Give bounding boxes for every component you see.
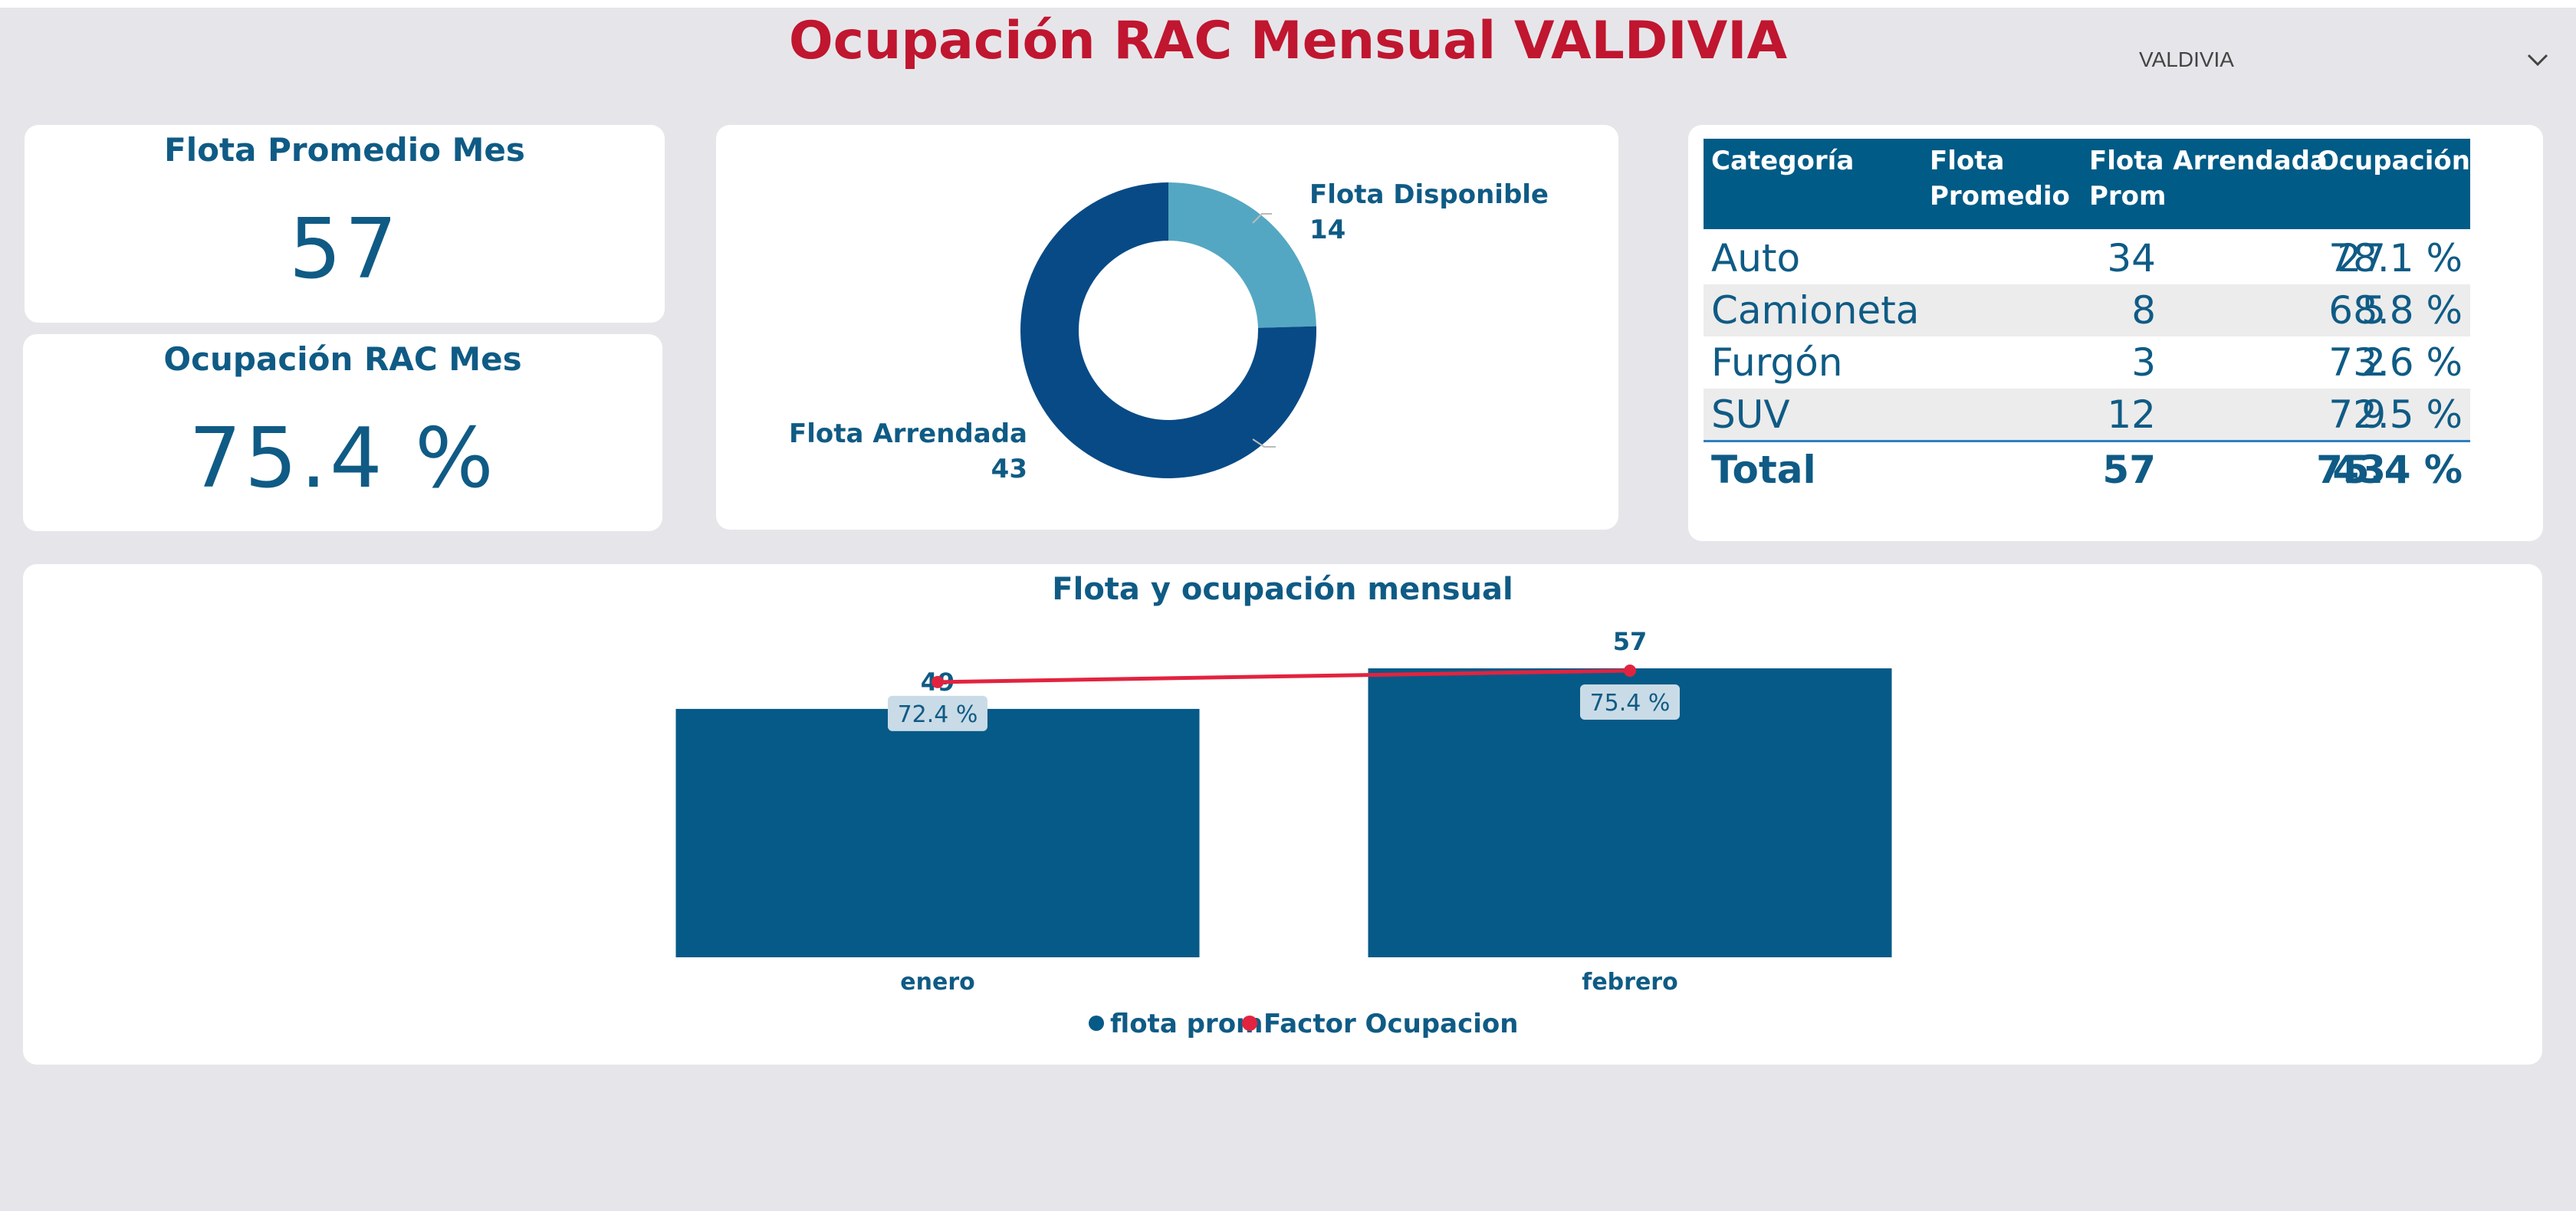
table-row: Camioneta 8 5 68.8 %: [1704, 284, 2470, 336]
cell-categoria: Auto: [1711, 236, 1801, 281]
donut-label-arrendada-name: Flota Arrendada: [789, 418, 1027, 449]
cell-categoria: SUV: [1711, 392, 1790, 437]
donut-chart: Flota Disponible 14 Flota Arrendada 43: [789, 179, 1549, 484]
slicer-selected-value: VALDIVIA: [2139, 48, 2234, 71]
total-categoria: Total: [1711, 448, 1816, 492]
cell-arrendada: 27: [2337, 236, 2386, 281]
leader-line-disponible: [1252, 213, 1272, 224]
donut-card: Flota Disponible 14 Flota Arrendada 43: [716, 125, 1618, 530]
leader-line-arrendada: [1252, 438, 1276, 448]
table-row: Furgón 3 2 73.6 %: [1704, 336, 2470, 389]
cell-arrendada: 5: [2361, 288, 2386, 333]
kpi-title: Ocupación RAC Mes: [163, 340, 522, 378]
cell-ocupacion: 68.8 %: [2328, 288, 2463, 333]
bar-enero[interactable]: [675, 708, 1200, 957]
kpi-card-ocupacion: Ocupación RAC Mes 75.4 %: [23, 334, 662, 531]
total-ocupacion: 75.4 %: [2316, 448, 2463, 492]
total-flota: 57: [2102, 448, 2156, 492]
header-arrendada-line1: Flota Arrendada: [2089, 146, 2328, 176]
cell-flota: 8: [2131, 288, 2156, 333]
cell-arrendada: 2: [2361, 340, 2386, 385]
legend-item-factor-ocupacion[interactable]: Factor Ocupacion: [1242, 1009, 1518, 1039]
kpi-title: Flota Promedio Mes: [164, 131, 525, 169]
cell-arrendada: 9: [2361, 392, 2386, 437]
cell-categoria: Furgón: [1711, 340, 1843, 385]
legend-item-flota-prom[interactable]: flota prom: [1089, 1009, 1263, 1039]
combo-chart: 49enero57febrero72.4 %75.4 %: [675, 627, 1892, 996]
cell-flota: 12: [2107, 392, 2156, 437]
legend-label-factor-ocupacion: Factor Ocupacion: [1263, 1009, 1519, 1039]
legend-dot-factor-ocupacion: [1242, 1016, 1257, 1031]
legend-dot-flota-prom: [1089, 1016, 1104, 1031]
cell-flota: 34: [2107, 236, 2156, 281]
x-tick-label: enero: [900, 969, 974, 996]
legend-label-flota-prom: flota prom: [1110, 1009, 1263, 1039]
donut-label-disponible-value: 14: [1309, 215, 1346, 245]
cell-categoria: Camioneta: [1711, 288, 1920, 333]
header-flota-promedio[interactable]: Flota Promedio: [1930, 143, 2070, 214]
header-arrendada-line2: Prom: [2089, 181, 2167, 212]
donut-label-disponible-name: Flota Disponible: [1309, 179, 1549, 210]
header-ocupacion[interactable]: Ocupación: [2317, 146, 2470, 176]
kpi-value: 57: [288, 202, 401, 297]
table-header: Categoría Flota Promedio Flota Arrendada…: [1704, 139, 2470, 229]
location-slicer[interactable]: VALDIVIA: [2139, 40, 2553, 81]
kpi-value: 75.4 %: [189, 411, 497, 507]
table-row: Auto 34 27 78.1 %: [1704, 232, 2470, 284]
page-title: Ocupación RAC Mensual VALDIVIA: [788, 11, 1788, 71]
cell-flota: 3: [2131, 340, 2156, 385]
line-data-label: 75.4 %: [1590, 690, 1671, 717]
table-row: SUV 12 9 72.5 %: [1704, 389, 2470, 441]
header-flota-arrendada[interactable]: Flota Arrendada Prom: [2089, 143, 2328, 214]
line-factor-ocupacion: [937, 668, 1631, 684]
category-table-card: Categoría Flota Promedio Flota Arrendada…: [1688, 125, 2543, 541]
x-tick-label: febrero: [1582, 969, 1677, 996]
line-data-label: 72.4 %: [898, 701, 978, 728]
cell-ocupacion: 73.6 %: [2328, 340, 2463, 385]
line-point[interactable]: [932, 675, 944, 688]
header-flota-line2: Promedio: [1930, 181, 2070, 212]
donut-slice-flota-disponible[interactable]: [1168, 182, 1316, 328]
bar-data-label: 57: [1613, 627, 1648, 656]
line-label-bg: [1580, 684, 1680, 720]
kpi-card-flota-promedio: Flota Promedio Mes 57: [25, 125, 665, 323]
chart-title: Flota y ocupación mensual: [1052, 572, 1513, 607]
header-flota-line1: Flota: [1930, 146, 2005, 176]
chevron-down-icon[interactable]: [2522, 44, 2553, 75]
table-total-row: Total 57 43 75.4 %: [1704, 444, 2470, 496]
top-strip: [0, 0, 2576, 8]
donut-slice-flota-arrendada[interactable]: [1020, 182, 1316, 478]
donut-label-arrendada-value: 43: [991, 454, 1027, 484]
total-divider: [1704, 440, 2470, 442]
line-label-bg: [888, 695, 987, 731]
cell-ocupacion: 72.5 %: [2328, 392, 2463, 437]
cell-ocupacion: 78.1 %: [2328, 236, 2463, 281]
total-arrendada: 43: [2332, 448, 2386, 492]
line-point[interactable]: [1624, 664, 1636, 677]
monthly-chart-card: Flota y ocupación mensual 49enero57febre…: [23, 564, 2542, 1065]
header-categoria[interactable]: Categoría: [1711, 146, 1855, 176]
